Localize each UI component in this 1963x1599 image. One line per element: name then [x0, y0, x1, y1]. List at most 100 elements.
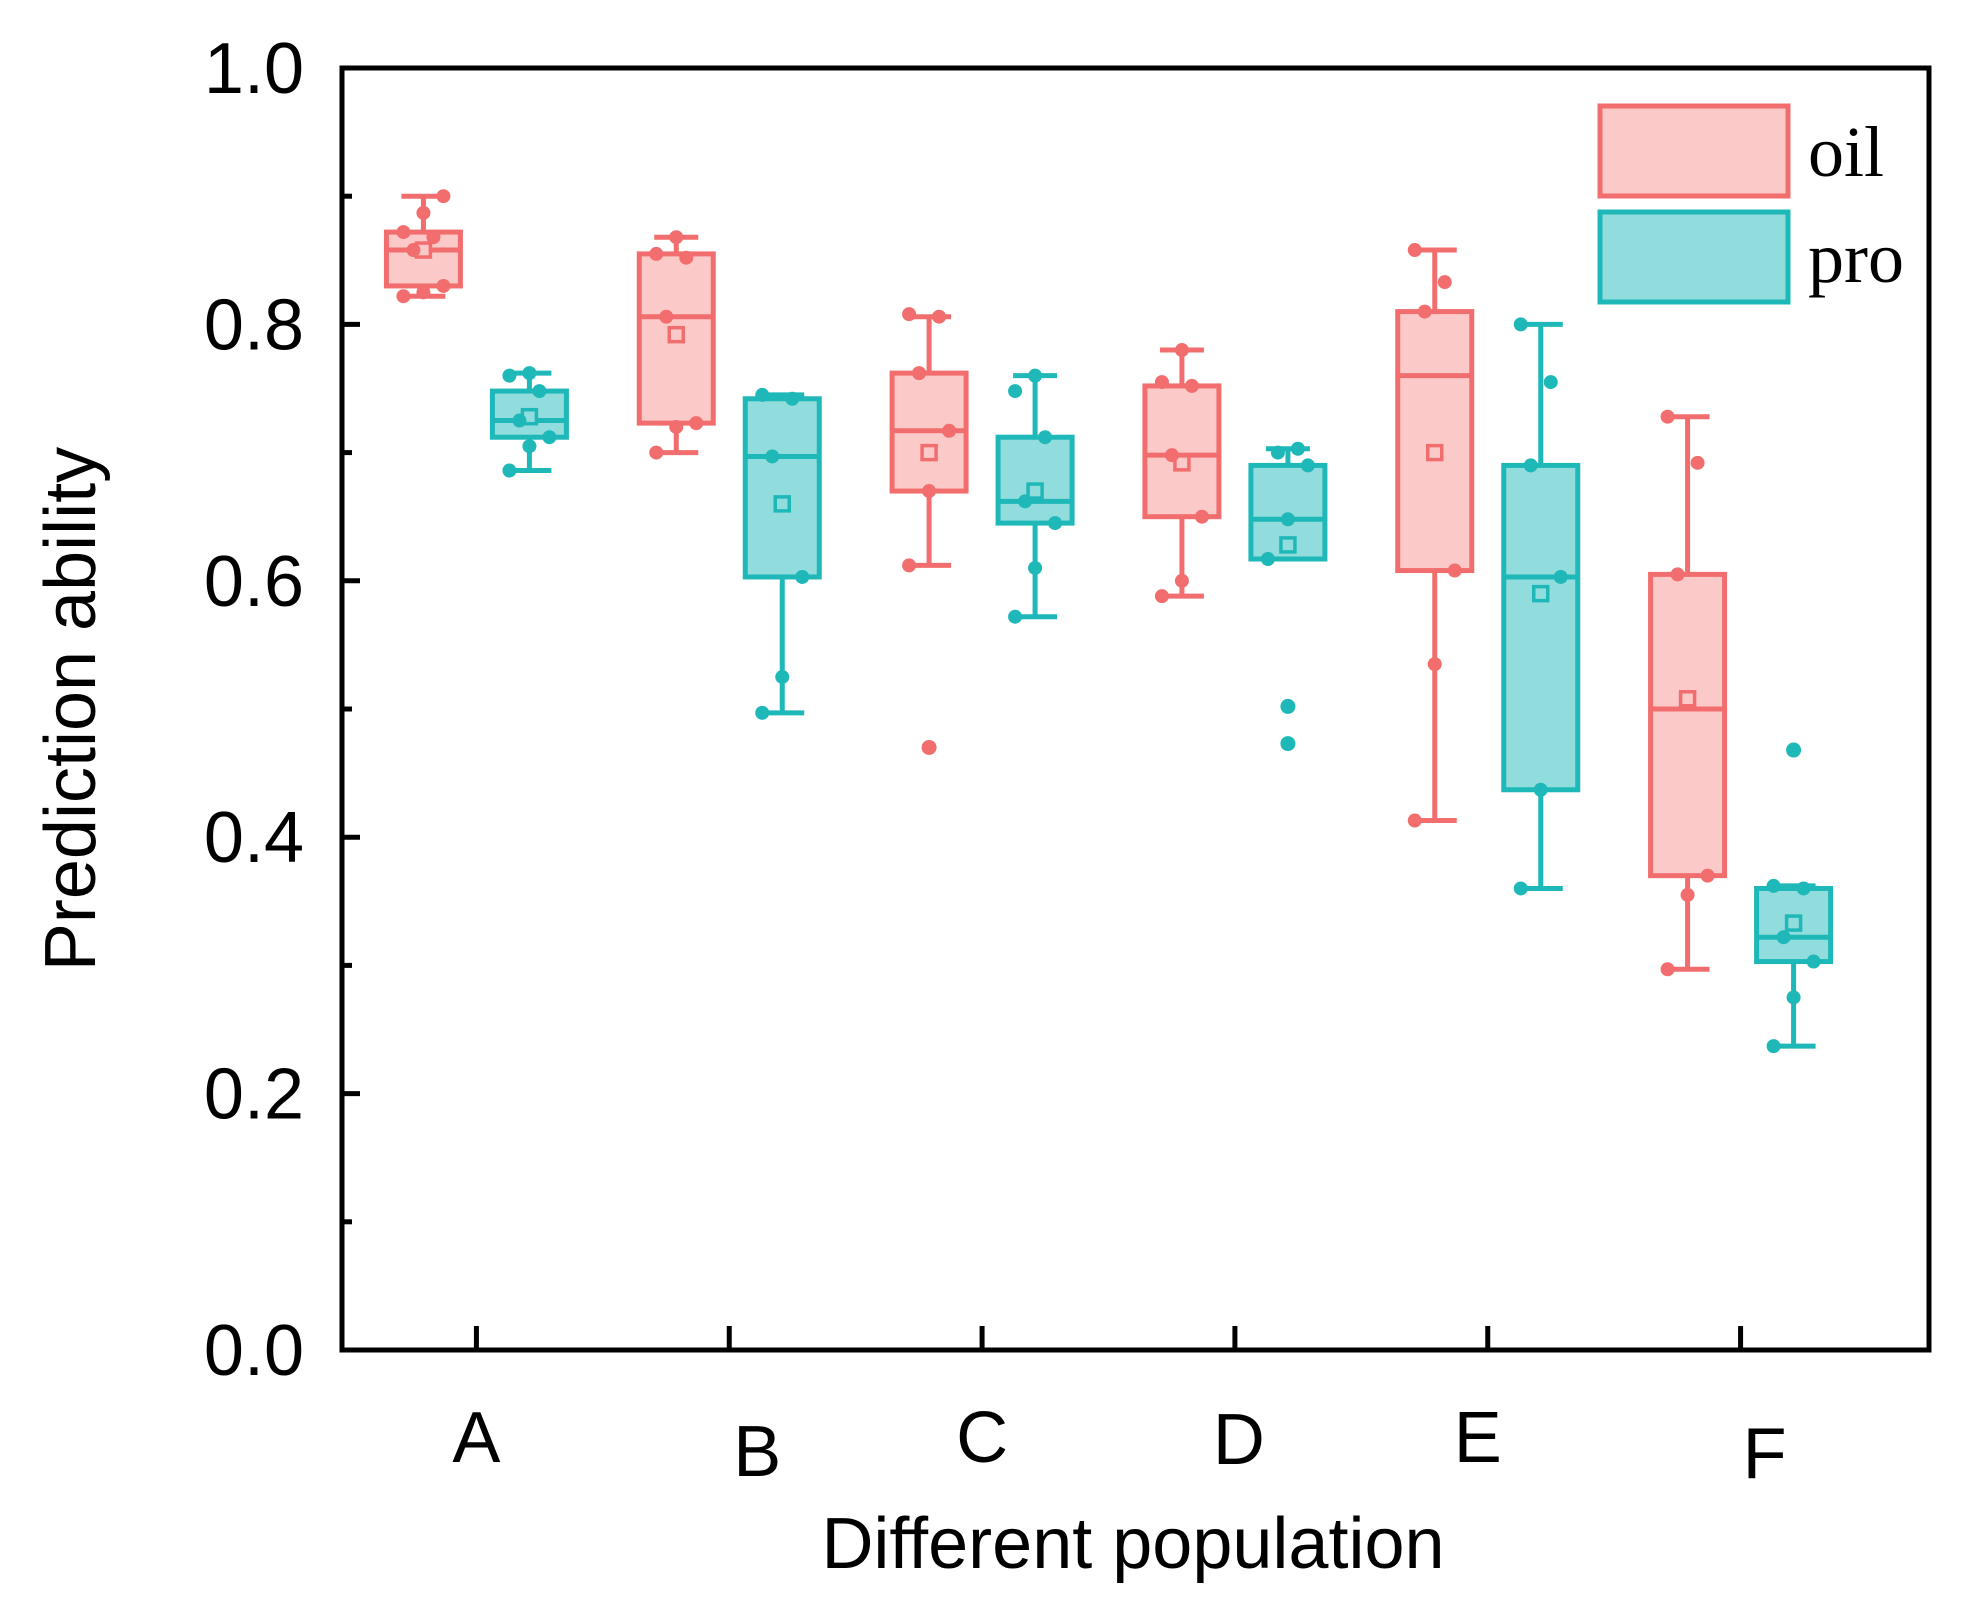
data-point: [1018, 494, 1033, 509]
x-tick-label: E: [1454, 1398, 1502, 1478]
mean-marker: [920, 443, 938, 462]
data-point: [532, 384, 547, 399]
data-point: [1680, 887, 1695, 902]
data-point: [649, 445, 664, 460]
box-oil-B: [636, 230, 716, 460]
data-point: [775, 669, 790, 684]
data-point: [502, 368, 517, 383]
data-point: [1417, 304, 1432, 319]
data-point: [1154, 375, 1169, 390]
box-pro-A: [489, 366, 569, 478]
data-point: [1028, 368, 1043, 383]
y-tick-label: 0.0: [204, 1311, 304, 1391]
data-point: [502, 463, 517, 478]
box-oil-A: [383, 189, 463, 304]
box-iqr: [995, 434, 1075, 526]
legend-swatch: [1597, 209, 1791, 305]
box-iqr: [1501, 462, 1581, 793]
box-pro-F: [1754, 742, 1834, 1054]
data-point: [1174, 573, 1189, 588]
x-tick-label: C: [956, 1398, 1008, 1478]
box-iqr: [1648, 571, 1728, 879]
box-iqr: [383, 229, 463, 289]
data-point: [1786, 990, 1801, 1005]
y-tick-label: 1.0: [204, 29, 304, 109]
data-point: [1437, 275, 1452, 290]
data-point: [1407, 813, 1422, 828]
data-point: [416, 205, 431, 220]
data-point: [1776, 930, 1791, 945]
data-point: [1300, 458, 1315, 473]
mean-marker: [1173, 454, 1191, 472]
outlier-point: [1280, 736, 1296, 752]
outlier-point: [1280, 698, 1296, 714]
outlier-point: [1786, 742, 1802, 758]
data-point: [396, 289, 411, 304]
y-axis-title: Prediction ability: [31, 447, 111, 971]
data-point: [1048, 516, 1063, 531]
box-oil-F: [1648, 409, 1728, 977]
x-tick-label: A: [452, 1398, 500, 1478]
box-iqr: [742, 396, 822, 580]
data-point: [1008, 384, 1023, 399]
data-point: [1660, 409, 1675, 424]
data-point: [1806, 954, 1821, 969]
mean-marker: [1279, 536, 1297, 554]
y-tick-label: 0.8: [204, 285, 304, 365]
data-point: [1766, 1039, 1781, 1054]
data-point: [765, 449, 780, 464]
data-point: [416, 285, 431, 300]
data-point: [1543, 375, 1558, 390]
data-point: [785, 391, 800, 406]
data-point: [659, 309, 674, 324]
mean-marker: [1678, 689, 1697, 708]
data-point: [912, 366, 927, 381]
data-point: [1008, 609, 1023, 624]
box-iqr: [1395, 309, 1475, 574]
data-point: [669, 419, 684, 434]
data-point: [1533, 782, 1548, 797]
data-point: [689, 416, 704, 431]
data-point: [436, 189, 451, 204]
data-point: [1447, 563, 1462, 578]
data-point: [1260, 552, 1275, 567]
box-pro-D: [1248, 441, 1328, 752]
data-point: [1660, 962, 1675, 977]
data-point: [649, 246, 664, 261]
mean-marker: [667, 325, 685, 344]
data-point: [542, 430, 557, 445]
y-axis: 0.0 0.2 0.4 0.6 0.8 1.0: [204, 29, 360, 1391]
data-point: [1184, 378, 1199, 393]
data-point: [1670, 567, 1685, 582]
y-tick-label: 0.6: [204, 542, 304, 622]
box-oil-E: [1395, 243, 1475, 828]
legend-item-pro: pro: [1597, 209, 1904, 305]
box-iqr: [1142, 383, 1222, 520]
data-point: [932, 309, 947, 324]
data-point: [512, 413, 527, 428]
box-oil-D: [1142, 343, 1222, 604]
mean-marker: [1026, 482, 1044, 500]
mean-marker: [1426, 443, 1444, 462]
data-point: [1174, 343, 1189, 358]
data-point: [1427, 657, 1442, 672]
data-point: [1700, 868, 1715, 883]
data-point: [1280, 512, 1295, 527]
legend-item-oil: oil: [1597, 103, 1884, 199]
data-point: [522, 366, 537, 381]
y-tick-label: 0.2: [204, 1055, 304, 1135]
mean-marker: [1532, 584, 1550, 603]
legend-label: pro: [1808, 218, 1904, 298]
data-point: [1766, 878, 1781, 893]
data-point: [1038, 430, 1053, 445]
data-point: [922, 484, 937, 499]
data-point: [902, 558, 917, 573]
data-point: [1194, 509, 1209, 524]
data-point: [1553, 569, 1568, 584]
data-point: [1407, 243, 1422, 258]
box-pro-E: [1501, 317, 1581, 896]
x-axis-title: Different population: [821, 1504, 1444, 1584]
data-point: [1028, 560, 1043, 575]
x-tick-label: B: [733, 1412, 781, 1492]
data-point: [755, 705, 770, 720]
